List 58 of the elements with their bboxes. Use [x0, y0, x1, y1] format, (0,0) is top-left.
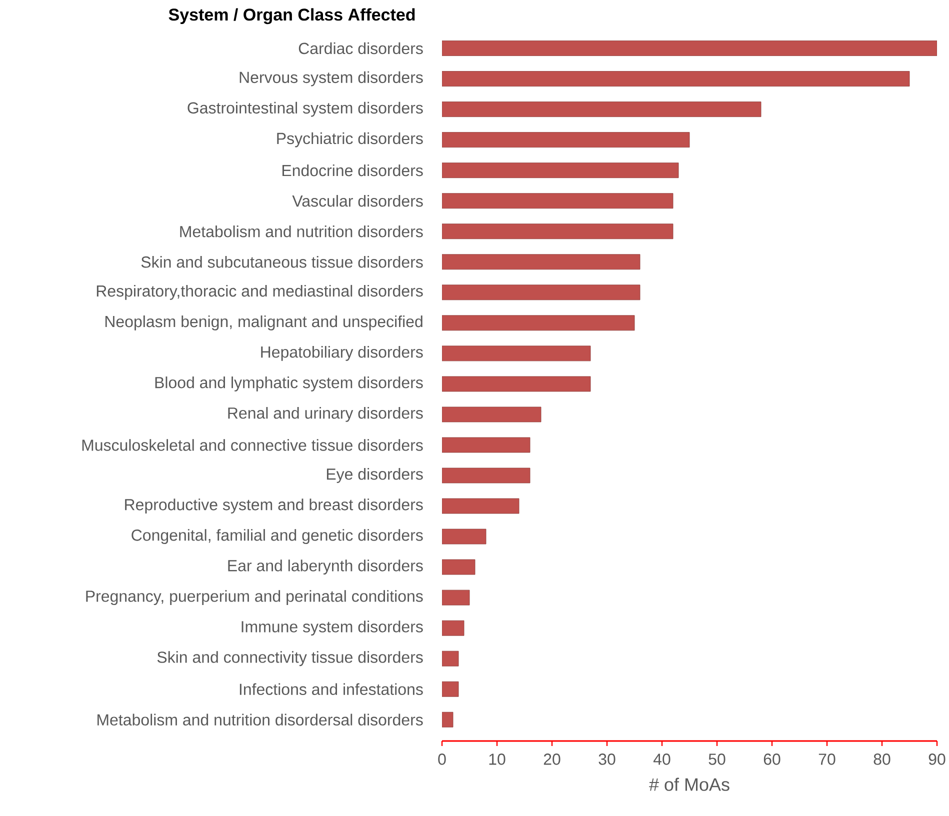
y-tick-label: Nervous system disorders [240, 71, 423, 86]
bar [442, 284, 640, 300]
bar [442, 498, 520, 514]
y-tick-label: Gastrointestinal system disorders [188, 102, 423, 117]
y-tick-label: Skin and connectivity tissue disorders [157, 651, 423, 666]
y-tick-label: Renal and urinary disorders [228, 407, 423, 422]
bar [442, 40, 937, 56]
bar [442, 376, 591, 392]
bar [442, 468, 530, 484]
y-tick-label: Respiratory,thoracic and mediastinal disorders [96, 284, 423, 300]
y-tick-label: Reproductive system and breast disorders [125, 498, 423, 514]
x-tick-label: 70 [818, 754, 836, 765]
bar [442, 620, 464, 636]
y-tick-label: Pregnancy, puerperium and perinatal conditions [86, 590, 423, 606]
x-tick-label: 40 [653, 754, 670, 765]
x-tick-label: 30 [598, 754, 616, 765]
y-tick-label: Cardiac disorders [298, 42, 423, 54]
y-tick-label: Endocrine disorders [282, 164, 423, 176]
y-tick-label: Metabolism and nutrition disorders [180, 225, 423, 238]
bar [442, 254, 640, 270]
bar [442, 712, 454, 728]
y-tick-label: Immune system disorders [242, 620, 423, 636]
bar [442, 346, 591, 362]
bar [442, 437, 530, 453]
y-tick-label: Congenital, familial and genetic disorders [132, 529, 423, 544]
bar [442, 193, 674, 209]
y-tick-label: Blood and lymphatic system disorders [155, 376, 423, 392]
x-tick-label: 80 [874, 754, 890, 765]
bar [442, 650, 459, 666]
x-tick-label: 20 [544, 754, 560, 765]
x-tick-label: 90 [928, 754, 946, 765]
bar [442, 71, 910, 86]
x-tick-label: 0 [438, 754, 446, 765]
y-tick-label: Metabolism and nutrition disordersal disorders [98, 714, 423, 726]
y-tick-label: Eye disorders [326, 468, 423, 483]
bar [442, 559, 476, 575]
x-tick-label: 50 [708, 754, 726, 765]
bar [442, 406, 542, 422]
bar [442, 162, 679, 178]
bar [442, 528, 486, 544]
bar [442, 681, 459, 697]
bar [442, 590, 470, 606]
x-axis-title: # of MoAs [649, 778, 730, 791]
bar [442, 315, 635, 331]
bar [442, 132, 690, 148]
y-tick-label: Infections and infestations [240, 683, 423, 696]
y-tick-label: Skin and subcutaneous tissue disorders [141, 256, 423, 268]
y-tick-label: Musculoskeletal and connective tissue disorders [82, 439, 423, 451]
y-tick-label: Ear and laberynth disorders [228, 560, 423, 575]
text: System / Organ Class Affected [168, 8, 415, 24]
y-tick-label: Vascular disorders [292, 194, 423, 207]
y-tick-label: Neoplasm benign, malignant and unspecified [105, 315, 422, 330]
x-tick-label: 60 [764, 754, 780, 765]
y-tick-label: Psychiatric disorders [277, 132, 423, 148]
bar [442, 102, 762, 117]
y-tick-label: Hepatobiliary disorders [261, 346, 423, 361]
bar [442, 224, 674, 240]
x-tick-label: 10 [489, 754, 506, 765]
